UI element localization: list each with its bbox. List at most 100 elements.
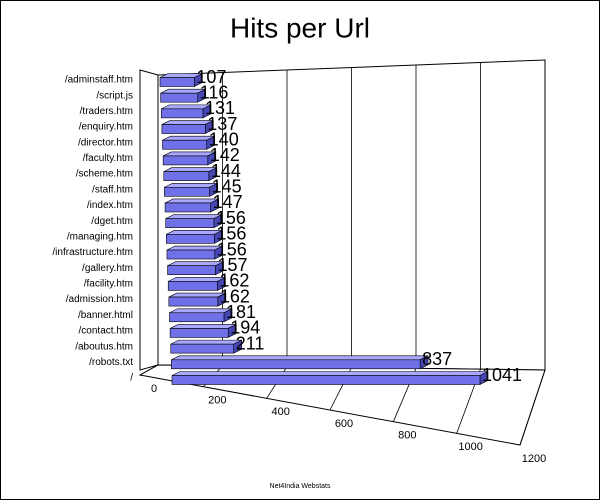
bar — [164, 182, 218, 197]
value-label: 211 — [236, 333, 265, 353]
bar — [168, 292, 227, 307]
category-label: /adminstaff.htm — [65, 75, 133, 86]
x-tick-label: 1200 — [522, 453, 546, 465]
bar-front — [163, 171, 210, 181]
bar-front — [168, 296, 219, 307]
value-label: 837 — [422, 349, 452, 369]
category-label: /gallery.htm — [82, 263, 133, 274]
bar — [164, 198, 219, 213]
category-label: /facility.htm — [84, 279, 133, 290]
bar-front — [167, 281, 218, 291]
category-label: /faculty.htm — [83, 153, 133, 164]
value-label: 145 — [212, 177, 242, 197]
x-tick-label: 1000 — [458, 441, 482, 453]
value-label: 142 — [210, 145, 240, 165]
bar-top — [165, 214, 223, 219]
bar-front — [170, 343, 235, 354]
bar-front — [164, 186, 210, 197]
x-tick-label: 0 — [151, 383, 157, 395]
x-tick-label: 800 — [398, 430, 416, 442]
bar — [160, 104, 212, 119]
category-label: /staff.htm — [92, 184, 133, 195]
bar — [167, 276, 226, 291]
category-label: /index.htm — [87, 200, 133, 211]
bar — [170, 339, 243, 354]
bar-top — [169, 324, 237, 329]
bar-front — [160, 92, 198, 103]
value-label: 137 — [207, 114, 237, 134]
category-label: /robots.txt — [89, 357, 133, 368]
bar — [162, 151, 217, 166]
category-label: /traders.htm — [80, 106, 133, 117]
left-wall — [139, 69, 159, 371]
bar — [169, 323, 237, 338]
value-label: 116 — [200, 82, 229, 102]
value-label: 156 — [216, 208, 246, 228]
value-label: 140 — [209, 129, 239, 149]
value-label: 107 — [196, 67, 226, 87]
bar-top — [171, 355, 429, 361]
bar — [165, 214, 223, 229]
value-label: 144 — [211, 161, 241, 181]
bar — [171, 355, 429, 370]
bar-top — [164, 182, 218, 188]
value-label: 162 — [220, 286, 250, 306]
bar-front — [171, 375, 481, 385]
bar-front — [166, 249, 216, 260]
category-label: /script.js — [96, 90, 133, 101]
bar — [162, 135, 216, 150]
bar-top — [166, 245, 223, 251]
category-label: /admission.htm — [66, 294, 133, 305]
bar-top — [168, 277, 226, 282]
chart-title: Hits per Url — [230, 12, 370, 43]
bar-front — [160, 108, 204, 119]
bar — [169, 308, 233, 323]
value-label: 181 — [226, 302, 256, 322]
bar-top — [169, 308, 233, 314]
category-label: /infrastructure.htm — [52, 247, 133, 258]
value-label: 194 — [230, 318, 260, 338]
bar-front — [162, 139, 208, 150]
bar — [166, 245, 224, 260]
category-label: /banner.html — [78, 310, 133, 321]
grid-line — [139, 364, 159, 376]
bar — [171, 371, 489, 385]
bar-front — [169, 312, 225, 323]
bar-top — [167, 261, 224, 267]
bar-top — [163, 167, 217, 172]
bar-front — [164, 202, 211, 213]
grid-line — [519, 369, 546, 446]
x-tick-label: 400 — [271, 406, 289, 418]
value-label: 131 — [205, 98, 235, 118]
category-label: /dget.htm — [91, 216, 133, 227]
bar-front — [169, 328, 229, 338]
value-label: 156 — [216, 224, 246, 244]
bar — [161, 120, 214, 135]
bar-top — [171, 371, 489, 376]
value-label: 147 — [213, 192, 243, 212]
bar-top — [162, 135, 215, 141]
value-label: 1041 — [482, 365, 522, 385]
value-label: 162 — [219, 271, 249, 291]
category-label: /contact.htm — [79, 326, 133, 337]
bar-top — [163, 151, 216, 157]
bar-top — [166, 230, 223, 235]
category-label: /scheme.htm — [76, 169, 133, 180]
bar — [166, 229, 223, 244]
bar-top — [164, 198, 219, 204]
x-tick-label: 200 — [208, 395, 226, 407]
category-label: / — [130, 373, 133, 384]
bar-top — [170, 339, 242, 345]
bar — [159, 73, 203, 87]
category-label: /enquiry.htm — [79, 122, 133, 133]
bar-front — [165, 218, 215, 228]
value-label: 157 — [217, 255, 247, 275]
bar — [160, 88, 206, 103]
bar — [163, 167, 218, 182]
x-tick-label: 600 — [335, 418, 353, 430]
bar-top — [161, 120, 214, 125]
category-label: /aboutus.htm — [75, 341, 133, 352]
bar — [167, 261, 224, 276]
footer: Net4India Webstats — [270, 483, 331, 490]
